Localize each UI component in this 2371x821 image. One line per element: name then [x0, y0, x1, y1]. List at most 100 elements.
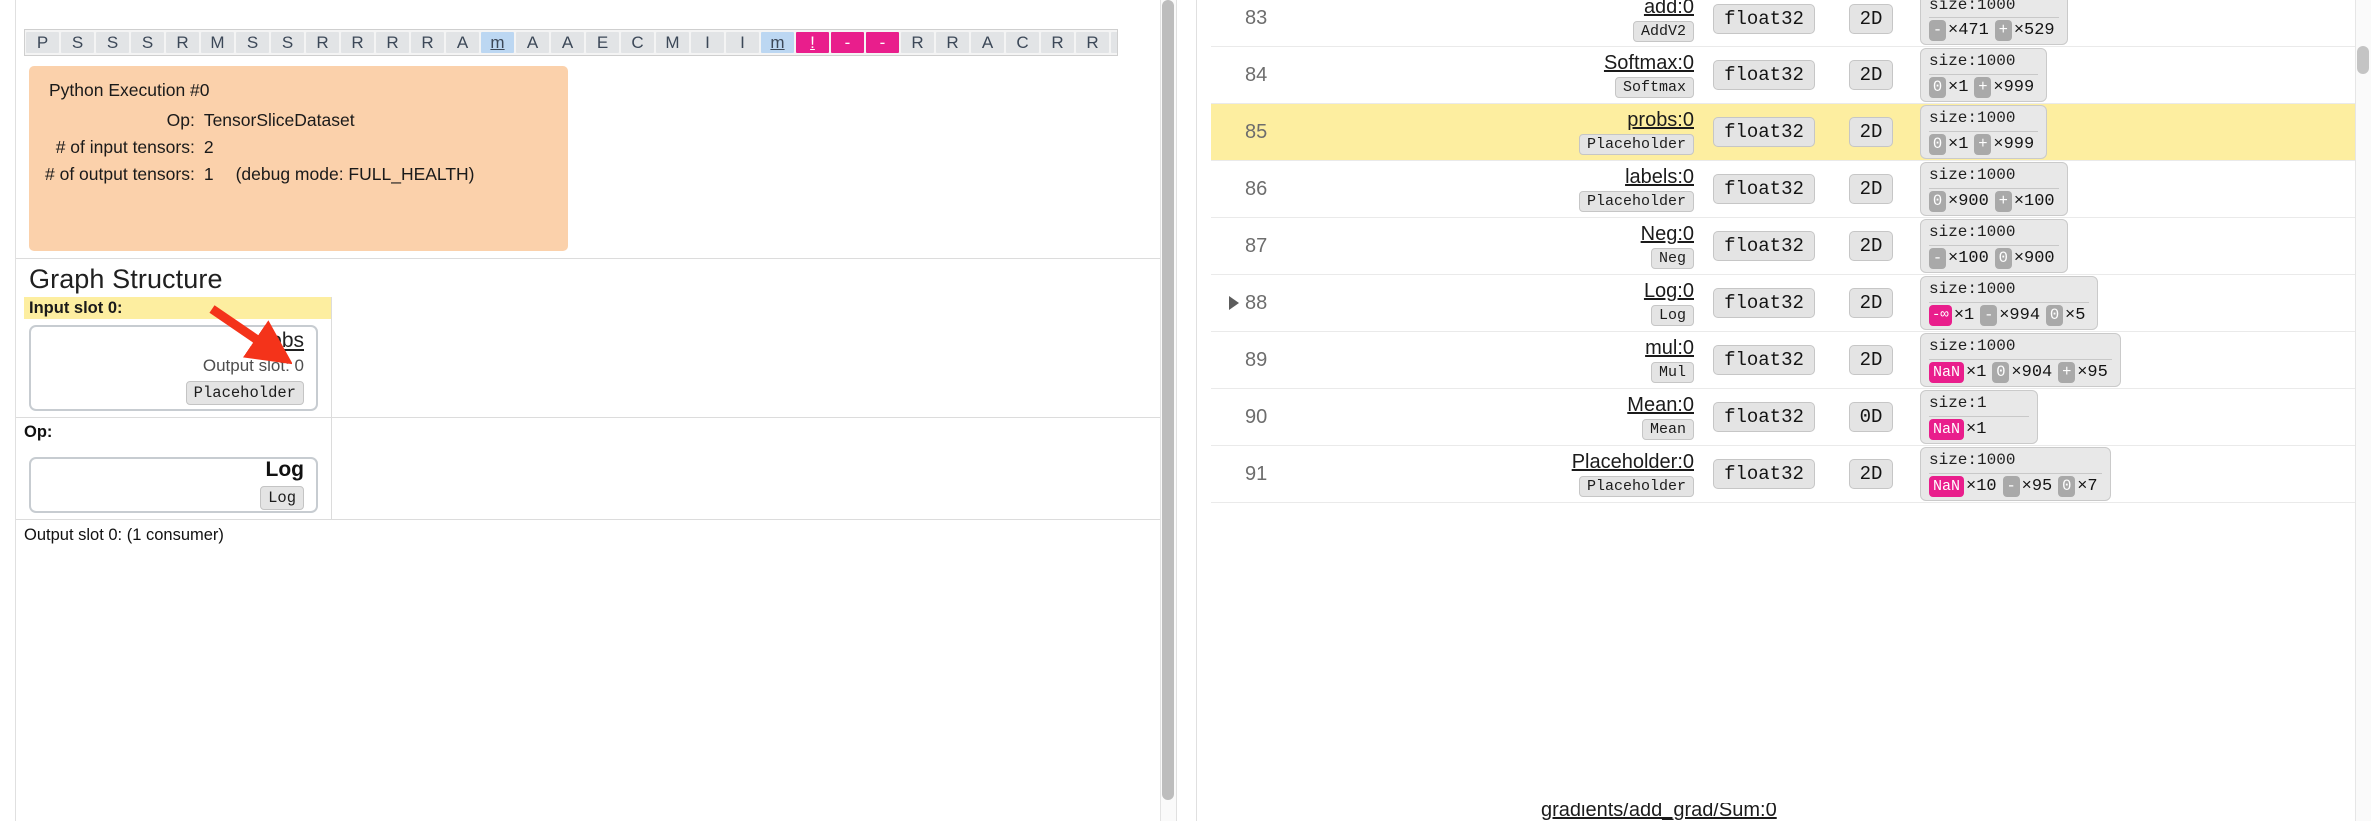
tensor-name-link[interactable]: labels:0 — [1625, 166, 1694, 188]
row-index-cell: 90 — [1221, 406, 1305, 429]
timeline-cell-glyph: R — [911, 33, 924, 52]
histogram-cell[interactable]: size:1000- ×471 + ×529 — [1914, 0, 2068, 46]
execution-field-value: 2 — [203, 137, 214, 157]
rank-chip: 2D — [1848, 3, 1894, 34]
timeline-cell-17[interactable]: C — [621, 32, 654, 53]
execution-fields: Op: TensorSliceDataset # of input tensors:… — [45, 107, 475, 188]
histogram-cell[interactable]: size:1000 NaN ×1 0 ×904 + ×95 — [1914, 333, 2121, 387]
tensor-name-link[interactable]: add:0 — [1643, 0, 1694, 18]
right-pane-scrollbar[interactable] — [2355, 0, 2371, 821]
rank-chip: 2D — [1848, 117, 1894, 147]
timeline-cell-23[interactable]: - — [831, 32, 864, 53]
op-section-label: Op: — [24, 423, 53, 441]
histogram-bucket-count: ×10 — [1966, 476, 1997, 496]
table-row[interactable]: 84 Softmax:0 Softmax float32 2D size:1000 0 ×1 +… — [1211, 47, 2371, 104]
timeline-cell-29[interactable]: R — [1041, 32, 1074, 53]
timeline-cell-28[interactable]: C — [1006, 32, 1039, 53]
tensor-name-link[interactable]: probs:0 — [1627, 109, 1694, 131]
table-row[interactable]: 89 mul:0 Mul float32 2D size:1000 NaN ×1 0 ×904 + ×… — [1211, 332, 2371, 389]
histogram-bucket-count: ×999 — [1993, 134, 2035, 154]
right-pane-scrollbar-thumb[interactable] — [2357, 46, 2369, 74]
histogram-cell[interactable]: size:1000 -∞ ×1- ×994 0 ×5 — [1914, 276, 2099, 330]
timeline-cell-31[interactable]: R — [1111, 32, 1117, 53]
histogram-cell[interactable]: size:1000- ×100 0 ×900 — [1914, 219, 2068, 273]
timeline-cell-16[interactable]: E — [586, 32, 619, 53]
row-index-cell: 84 — [1221, 64, 1305, 87]
histogram-cell[interactable]: size:1 NaN ×1 — [1914, 390, 2038, 444]
timeline-cell-26[interactable]: R — [936, 32, 969, 53]
table-row[interactable]: 87 Neg:0 Neg float32 2D size:1000- ×100 0 ×900 — [1211, 218, 2371, 275]
timeline-cell-glyph: C — [631, 33, 644, 52]
tensor-name-link[interactable]: Log:0 — [1643, 280, 1694, 302]
timeline-cell-glyph: m — [770, 33, 785, 52]
op-node-card[interactable]: Log Log — [29, 457, 318, 513]
timeline-cell-14[interactable]: A — [516, 32, 549, 53]
histogram-cell[interactable]: size:1000 0 ×900 + ×100 — [1914, 162, 2068, 216]
table-row[interactable]: 90 Mean:0 Mean float32 0D size:1 NaN ×1 — [1211, 389, 2371, 446]
table-row[interactable]: 88 Log:0 Log float32 2D size:1000 -∞ ×1- ×994 0 ×5 — [1211, 275, 2371, 332]
timeline-cell-15[interactable]: A — [551, 32, 584, 53]
timeline-cell-11[interactable]: R — [411, 32, 444, 53]
timeline-cell-4[interactable]: R — [166, 32, 199, 53]
tensor-name-link[interactable]: Softmax:0 — [1603, 52, 1694, 74]
histogram-buckets: - ×471 + ×529 — [1929, 18, 2059, 42]
left-pane-scrollbar[interactable] — [1160, 0, 1176, 821]
timeline-cell-6[interactable]: S — [236, 32, 269, 53]
timeline-cell-19[interactable]: I — [691, 32, 724, 53]
timeline-cell-20[interactable]: I — [726, 32, 759, 53]
timeline-cell-7[interactable]: S — [271, 32, 304, 53]
timeline-cell-18[interactable]: M — [656, 32, 689, 53]
table-row[interactable]: 86 labels:0 Placeholder float32 2D size:1000 0… — [1211, 161, 2371, 218]
histogram-cell[interactable]: size:1000 0 ×1 + ×999 — [1914, 105, 2048, 159]
timeline-cell-5[interactable]: M — [201, 32, 234, 53]
histogram-cell[interactable]: size:1000 0 ×1 + ×999 — [1914, 48, 2048, 102]
histogram-bucket-count: ×1 — [1966, 362, 1987, 382]
histogram-buckets: NaN ×10- ×95 0 ×7 — [1929, 474, 2102, 497]
timeline-cell-24[interactable]: - — [866, 32, 899, 53]
timeline-cell-2[interactable]: S — [96, 32, 129, 53]
dtype-cell: float32 — [1700, 345, 1828, 375]
histogram-bucket-badge: 0 — [1929, 190, 1946, 212]
timeline-cell-25[interactable]: R — [901, 32, 934, 53]
tensor-op-chip: Placeholder — [1578, 476, 1694, 497]
tensor-name-link[interactable]: Mean:0 — [1627, 394, 1694, 416]
timeline-cell-glyph: S — [141, 33, 154, 52]
row-index-value: 91 — [1245, 462, 1268, 485]
timeline-cell-21[interactable]: m — [761, 32, 794, 53]
histogram-bucket-count: ×999 — [1993, 77, 2035, 97]
tensor-name-link[interactable]: mul:0 — [1645, 337, 1694, 359]
partial-bottom-tensor-name[interactable]: gradients/add_grad/Sum:0 — [1541, 803, 1777, 821]
tensor-name-link[interactable]: Neg:0 — [1640, 223, 1694, 245]
table-row[interactable]: 83 add:0 AddV2 float32 2D size:1000- ×471 + ×529 — [1211, 0, 2371, 47]
left-edge-divider — [15, 0, 16, 821]
timeline-cell-22[interactable]: ! — [796, 32, 829, 53]
timeline-cell-30[interactable]: R — [1076, 32, 1109, 53]
timeline-cell-8[interactable]: R — [306, 32, 339, 53]
expand-triangle-icon[interactable] — [1229, 296, 1239, 310]
histogram-buckets: 0 ×1 + ×999 — [1929, 132, 2038, 155]
histogram-cell[interactable]: size:1000 NaN ×10- ×95 0 ×7 — [1914, 447, 2111, 501]
timeline-cell-27[interactable]: A — [971, 32, 1004, 53]
timeline-cell-3[interactable]: S — [131, 32, 164, 53]
table-row[interactable]: 91 Placeholder:0 Placeholder float32 2D size:… — [1211, 446, 2371, 503]
timeline-cell-13[interactable]: m — [481, 32, 514, 53]
left-pane-scrollbar-thumb[interactable] — [1162, 0, 1174, 800]
histogram-bucket-count: ×471 — [1948, 21, 1989, 41]
rank-chip: 0D — [1848, 402, 1894, 432]
timeline-cell-0[interactable]: P — [26, 32, 59, 53]
dtype-chip: float32 — [1713, 60, 1815, 90]
dtype-cell: float32 — [1700, 231, 1828, 261]
timeline-cell-12[interactable]: A — [446, 32, 479, 53]
timeline-cell-1[interactable]: S — [61, 32, 94, 53]
histogram-bucket-count: ×100 — [1948, 248, 1989, 268]
table-row[interactable]: 85 probs:0 Placeholder float32 2D size:1000 0 ×… — [1211, 104, 2371, 161]
divider-above-graph-structure — [16, 258, 1176, 259]
tensor-name-link[interactable]: Placeholder:0 — [1571, 451, 1694, 473]
histogram-bucket-badge: + — [1994, 20, 2012, 42]
dtype-chip: float32 — [1713, 288, 1815, 318]
timeline-cell-10[interactable]: R — [376, 32, 409, 53]
timeline-cell-9[interactable]: R — [341, 32, 374, 53]
histogram-size-label: size:1000 — [1929, 0, 2059, 19]
